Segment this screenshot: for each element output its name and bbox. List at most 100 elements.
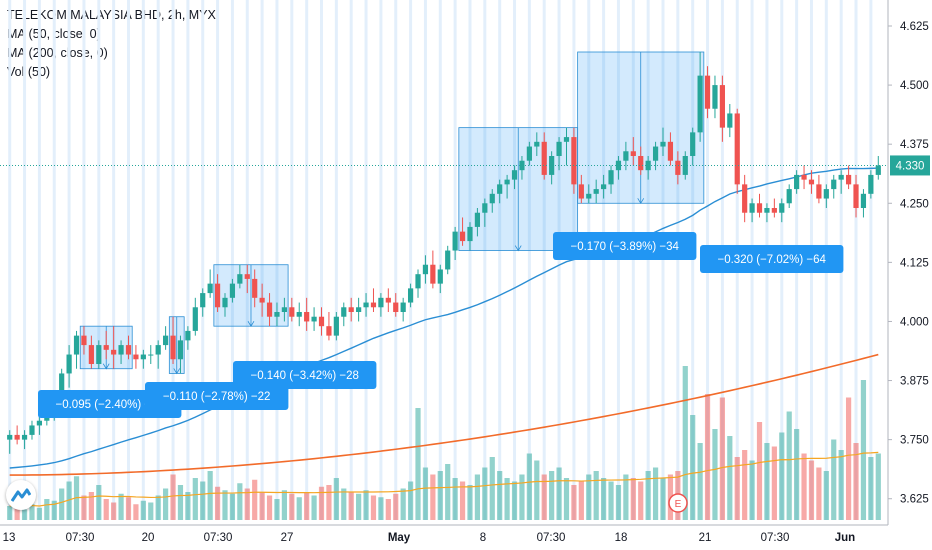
session-band xyxy=(126,0,130,520)
volume-bar xyxy=(638,481,644,520)
candle-body xyxy=(118,345,124,355)
volume-bar xyxy=(534,460,540,520)
candle-body xyxy=(853,184,859,208)
volume-bar xyxy=(422,467,429,520)
candle-body xyxy=(638,156,644,171)
session-band xyxy=(37,0,41,520)
candle-body xyxy=(400,302,406,312)
candle-body xyxy=(474,212,481,227)
volume-bar xyxy=(274,499,280,520)
measure-label: −0.140 (−3.42%) −28 xyxy=(251,370,359,382)
candle-body xyxy=(571,137,577,185)
volume-bar xyxy=(430,474,436,520)
volume-bar xyxy=(734,457,740,520)
volume-bar xyxy=(541,474,547,520)
session-band xyxy=(394,0,398,520)
session-band xyxy=(82,0,86,520)
candle-body xyxy=(430,264,436,284)
time-tick-label: 8 xyxy=(480,532,486,544)
candle-body xyxy=(229,283,236,298)
volume-bar xyxy=(467,485,473,520)
price-tick-label: 4.500 xyxy=(900,80,929,92)
candle-body xyxy=(504,179,510,185)
candle-body xyxy=(667,141,674,161)
session-band xyxy=(438,0,442,520)
candle-body xyxy=(608,170,614,185)
candle-body xyxy=(259,297,265,303)
legend-title[interactable]: TELEKOM MALAYSIA BHD, 2h, MYX xyxy=(7,8,216,22)
time-axis: 13 07:30 20 07:30 27 May 8 07:30 18 21 07:30 Jun xyxy=(0,524,932,550)
candle-body xyxy=(875,165,881,175)
volume-bar xyxy=(326,485,332,520)
candle-body xyxy=(252,278,258,298)
volume-bar xyxy=(192,478,198,520)
candle-body xyxy=(244,274,250,279)
time-tick-label: 07:30 xyxy=(66,532,95,544)
measure-label-bg xyxy=(700,245,844,273)
volume-bar xyxy=(808,460,815,520)
candle-body xyxy=(823,189,829,199)
candle-body xyxy=(422,264,429,275)
volume-bar xyxy=(266,495,273,520)
volume-bar xyxy=(356,493,362,520)
volume-bar xyxy=(645,471,651,520)
price-tick-label: 4.625 xyxy=(900,21,929,33)
session-band xyxy=(513,0,517,520)
volume-bar xyxy=(845,397,852,520)
volume-bar xyxy=(318,486,325,520)
time-tick-label: May xyxy=(388,532,411,544)
price-axis-bg xyxy=(888,0,932,550)
candle-body xyxy=(727,113,733,128)
time-axis-bg xyxy=(0,525,932,550)
volume-bar xyxy=(578,481,584,520)
candle-body xyxy=(794,174,800,190)
measure-arrow-head xyxy=(637,198,645,205)
volume-bar xyxy=(348,492,354,520)
candle-body xyxy=(163,335,169,346)
candle-body xyxy=(111,349,117,355)
candle-body xyxy=(734,113,740,185)
candle-body xyxy=(326,326,332,336)
ma200-path xyxy=(9,353,879,476)
price-tick-label: 3.875 xyxy=(900,376,929,388)
session-band xyxy=(23,0,27,520)
volume-bar xyxy=(831,439,837,520)
candle-body xyxy=(690,132,696,156)
price-tick-label: 4.125 xyxy=(900,257,929,269)
candle-body xyxy=(704,75,711,109)
earnings-circle xyxy=(668,493,688,513)
candle-body xyxy=(771,208,777,213)
session-band xyxy=(869,0,873,520)
volume-bar xyxy=(378,497,384,520)
volume-bar xyxy=(474,474,481,520)
time-tick-label: 07:30 xyxy=(537,532,566,544)
volume-bar xyxy=(296,497,302,520)
volume-bar xyxy=(244,488,250,520)
volume-bar xyxy=(742,450,748,520)
candle-body xyxy=(170,335,176,360)
candle-body xyxy=(192,307,198,331)
volume-bar xyxy=(140,500,146,520)
volume-bar xyxy=(289,493,295,520)
session-band xyxy=(349,0,353,520)
volume-bar xyxy=(177,485,184,520)
volume-bar xyxy=(660,478,666,520)
time-tick-label: 13 xyxy=(3,532,16,544)
candle-body xyxy=(385,297,391,303)
volume-bar xyxy=(400,488,406,520)
candle-body xyxy=(177,340,184,360)
volume-bar xyxy=(749,460,755,520)
volume-bar xyxy=(779,432,785,520)
session-band xyxy=(156,0,160,520)
volume-bar xyxy=(407,481,414,520)
measure-label: −0.095 (−2.40%) −25 xyxy=(56,399,164,411)
time-tick-label: 18 xyxy=(615,532,628,544)
session-band xyxy=(320,0,324,520)
candle-body xyxy=(88,345,94,364)
volume-bar xyxy=(838,450,844,520)
tradingview-logo-button[interactable] xyxy=(6,480,36,510)
price-tick-label: 3.750 xyxy=(900,435,929,447)
volume-bar xyxy=(118,493,124,520)
session-band xyxy=(171,0,175,520)
